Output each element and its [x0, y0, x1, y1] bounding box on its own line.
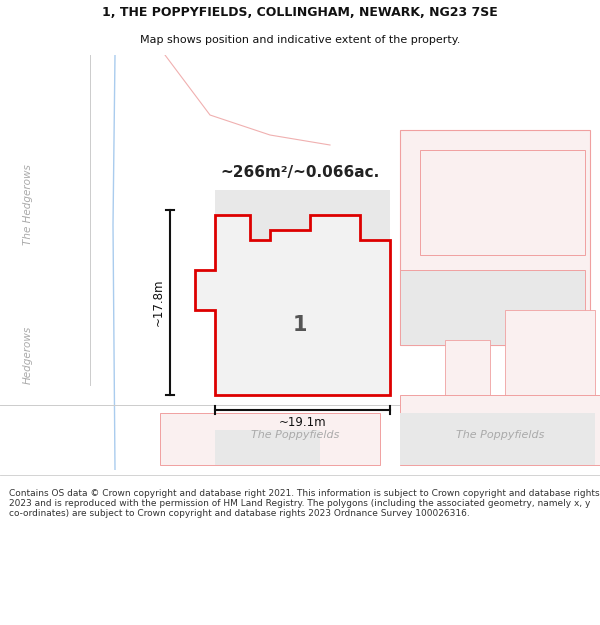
Polygon shape — [400, 270, 585, 345]
Polygon shape — [160, 413, 380, 465]
Polygon shape — [400, 130, 590, 345]
Text: ~266m²/~0.066ac.: ~266m²/~0.066ac. — [220, 166, 379, 181]
Text: Map shows position and indicative extent of the property.: Map shows position and indicative extent… — [140, 34, 460, 44]
Text: The Poppyfields: The Poppyfields — [456, 430, 544, 440]
Text: Contains OS data © Crown copyright and database right 2021. This information is : Contains OS data © Crown copyright and d… — [9, 489, 599, 518]
Polygon shape — [215, 190, 390, 385]
Text: The Poppyfields: The Poppyfields — [251, 430, 339, 440]
Polygon shape — [505, 310, 595, 415]
Polygon shape — [400, 413, 595, 465]
Text: 1: 1 — [293, 315, 307, 335]
Polygon shape — [215, 430, 320, 465]
Text: ~19.1m: ~19.1m — [278, 416, 326, 429]
Text: Hedgerows: Hedgerows — [23, 326, 33, 384]
Text: ~17.8m: ~17.8m — [151, 279, 164, 326]
Text: The Hedgerows: The Hedgerows — [23, 164, 33, 246]
Text: 1, THE POPPYFIELDS, COLLINGHAM, NEWARK, NG23 7SE: 1, THE POPPYFIELDS, COLLINGHAM, NEWARK, … — [102, 6, 498, 19]
Polygon shape — [420, 150, 585, 255]
Polygon shape — [400, 395, 600, 465]
Polygon shape — [445, 340, 490, 415]
Polygon shape — [195, 215, 390, 395]
